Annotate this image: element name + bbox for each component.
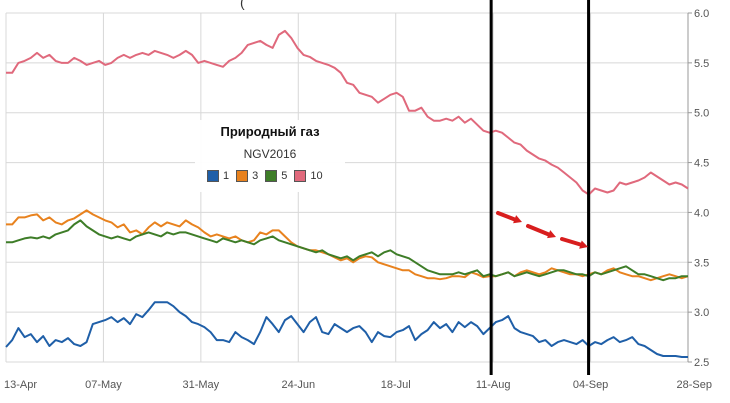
x-tick-label-2: 31-May (183, 379, 220, 391)
y-tick-label-5: 5.0 (694, 108, 709, 120)
y-tick-label-6: 5.5 (694, 58, 709, 70)
y-axis-ticks: 2.5 3.0 3.5 4.0 4.5 5.0 5.5 6.0 (688, 8, 709, 369)
series-lines (5, 29, 689, 358)
x-tick-label-6: 04-Sep (573, 379, 608, 391)
legend-label-10: 10 (310, 170, 323, 182)
red-arrow-head-1 (547, 230, 556, 239)
red-arrow-head-0 (513, 215, 522, 224)
legend-item-5[interactable]: 5 (265, 170, 287, 182)
y-tick-label-3: 4.0 (694, 207, 709, 219)
x-tick-label-7: 28-Sep (677, 379, 712, 391)
legend: Природный газ NGV2016 1 3 5 10 (195, 120, 345, 192)
series-line-1 (5, 301, 688, 358)
chart-subtitle: NGV2016 (243, 147, 297, 161)
y-tick-label-0: 2.5 (694, 357, 709, 369)
x-tick-label-4: 18-Jul (381, 379, 411, 391)
red-arrow-shaft-2 (560, 237, 584, 247)
legend-label-1: 1 (223, 170, 230, 182)
legend-swatch-5 (265, 170, 278, 182)
y-tick-label-1: 3.0 (694, 307, 709, 319)
y-tick-label-4: 4.5 (694, 158, 709, 170)
chart-grid (5, 12, 689, 363)
red-arrows (496, 211, 588, 249)
legend-swatch-10 (294, 170, 307, 182)
legend-label-3: 3 (252, 170, 259, 182)
red-arrow-head-2 (579, 240, 588, 249)
red-arrow-shaft-0 (496, 211, 518, 222)
chart-title: Природный газ (220, 124, 320, 139)
y-tick-label-2: 3.5 (694, 257, 709, 269)
legend-item-3[interactable]: 3 (236, 170, 258, 182)
series-line-5 (6, 219, 688, 282)
red-arrow-shaft-1 (526, 224, 552, 237)
vertical-markers (489, 0, 591, 375)
legend-label-5: 5 (281, 170, 288, 182)
x-tick-label-3: 24-Jun (281, 379, 315, 391)
x-tick-label-5: 11-Aug (476, 379, 511, 391)
clipped-top-text: ( (240, 0, 245, 10)
legend-item-1[interactable]: 1 (207, 170, 229, 182)
x-tick-label-0: 13-Apr (4, 379, 37, 391)
legend-swatch-1 (207, 170, 219, 182)
legend-items: 1 3 5 10 (207, 170, 323, 182)
x-axis-ticks: 13-Apr 07-May 31-May 24-Jun 18-Jul 11-Aug 04-S… (4, 379, 712, 391)
x-tick-label-1: 07-May (85, 379, 122, 391)
legend-swatch-3 (236, 170, 249, 182)
y-tick-label-7: 6.0 (694, 8, 709, 20)
series-line-10 (6, 29, 689, 196)
legend-item-10[interactable]: 10 (294, 170, 323, 182)
